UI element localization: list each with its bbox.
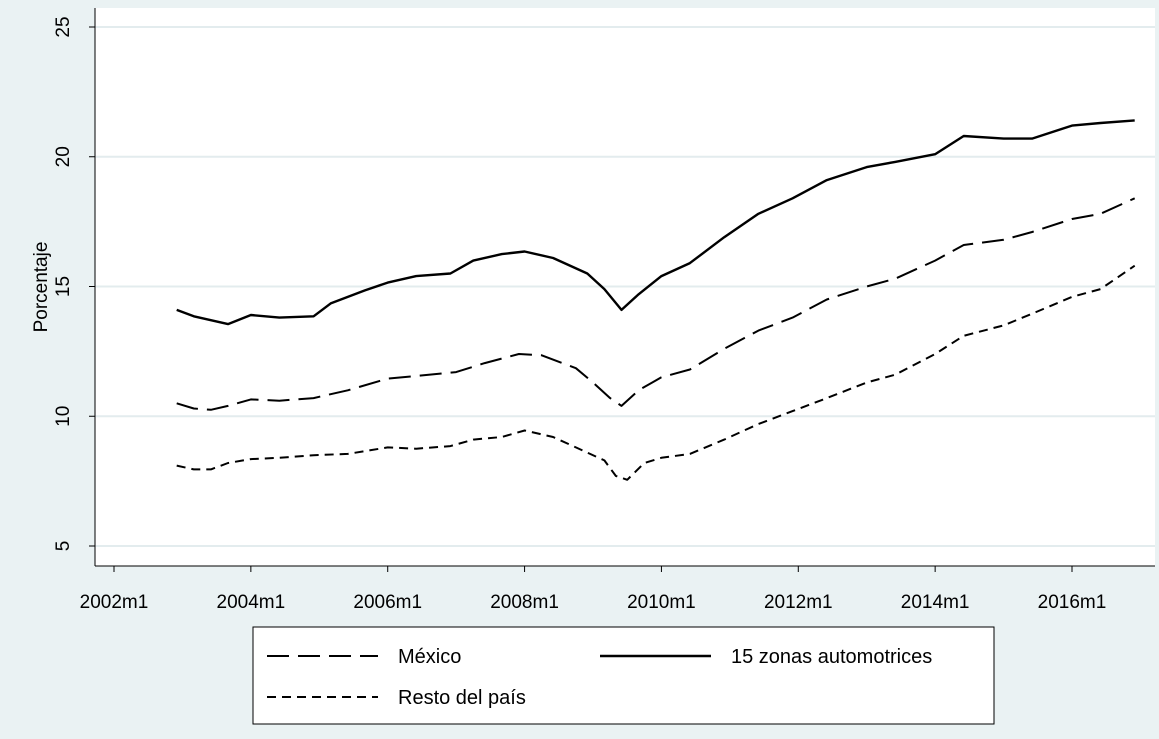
legend-label-resto: Resto del país <box>398 687 526 709</box>
x-tick-label-2006m1: 2006m1 <box>353 592 422 613</box>
y-tick-label-10: 10 <box>53 406 74 427</box>
x-tick-label-2010m1: 2010m1 <box>627 592 696 613</box>
x-tick-label-2014m1: 2014m1 <box>901 592 970 613</box>
x-tick-label-2008m1: 2008m1 <box>490 592 559 613</box>
legend: México 15 zonas automotrices Resto del p… <box>252 626 995 725</box>
y-axis-label: Porcentaje <box>31 242 52 333</box>
y-tick-label-5: 5 <box>53 541 74 552</box>
x-tick-label-2016m1: 2016m1 <box>1038 592 1107 613</box>
legend-item-resto: Resto del país <box>267 687 526 709</box>
x-tick-label-2004m1: 2004m1 <box>217 592 286 613</box>
series-lines <box>176 119 1136 481</box>
legend-box <box>252 626 995 725</box>
y-axis-ticks: 5 10 15 20 25 <box>53 16 95 551</box>
legend-label-mexico: México <box>398 646 461 668</box>
legend-item-mexico: México <box>267 646 461 668</box>
legend-item-15-zonas: 15 zonas automotrices <box>600 646 932 668</box>
series-line-2 <box>176 119 1135 326</box>
y-tick-label-25: 25 <box>53 16 74 37</box>
y-tick-label-15: 15 <box>53 276 74 297</box>
series-line-3 <box>176 264 1136 481</box>
grid-lines <box>95 26 1155 547</box>
x-axis-ticks: 2002m1 2004m1 2006m1 2008m1 2010m1 2012m1 2014… <box>80 566 1107 613</box>
x-tick-label-2012m1: 2012m1 <box>764 592 833 613</box>
x-tick-label-2002m1: 2002m1 <box>80 592 149 613</box>
y-tick-label-20: 20 <box>53 146 74 167</box>
legend-label-15-zonas: 15 zonas automotrices <box>731 646 932 668</box>
